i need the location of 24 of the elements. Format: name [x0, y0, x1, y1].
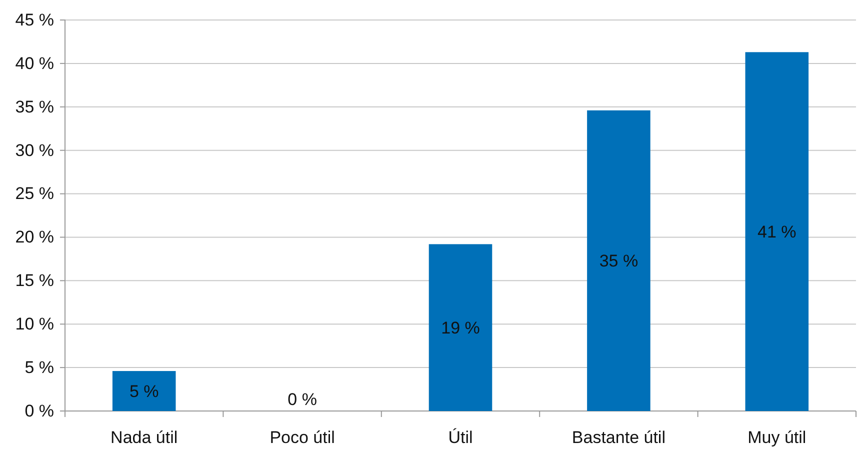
- y-tick-label: 35 %: [15, 97, 54, 116]
- x-tick-label: Muy útil: [748, 428, 806, 448]
- bar: [112, 371, 176, 411]
- y-tick-label: 10 %: [15, 314, 54, 334]
- data-label: 0 %: [288, 390, 317, 409]
- y-tick-label: 45 %: [15, 10, 54, 30]
- y-tick-label: 15 %: [15, 271, 54, 290]
- data-label: 19 %: [441, 318, 480, 338]
- data-label: 35 %: [599, 252, 638, 271]
- x-tick-label: Bastante útil: [572, 428, 666, 448]
- data-label: 41 %: [758, 222, 796, 242]
- y-tick-label: 20 %: [15, 228, 54, 247]
- y-tick-label: 40 %: [15, 54, 54, 73]
- bar: [428, 244, 492, 411]
- y-tick-label: 25 %: [15, 184, 54, 204]
- y-tick-label: 5 %: [24, 358, 54, 377]
- x-tick-label: Útil: [448, 428, 473, 448]
- data-label: 5 %: [129, 382, 159, 402]
- y-tick-label: 30 %: [15, 140, 54, 160]
- y-tick-label: 0 %: [24, 401, 54, 420]
- bar: [587, 110, 650, 411]
- x-tick-label: Nada útil: [110, 428, 178, 448]
- bar: [745, 52, 809, 411]
- x-tick-label: Poco útil: [270, 428, 335, 448]
